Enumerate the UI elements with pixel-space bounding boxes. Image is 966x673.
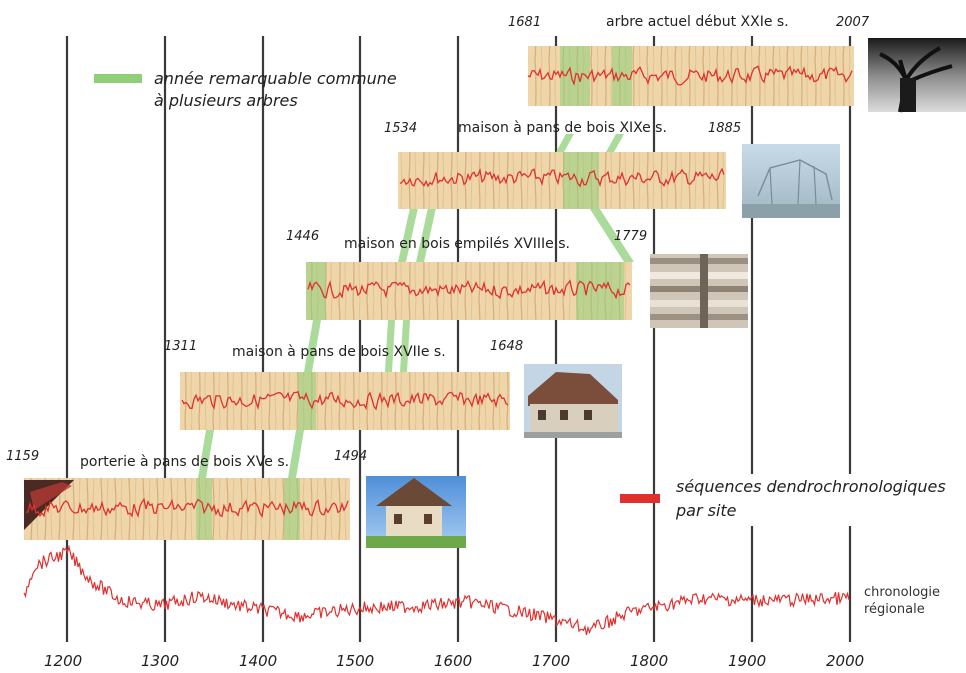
common-year-band (606, 134, 624, 152)
common-year-zone (298, 372, 316, 430)
start-year-1159: 1159 (6, 449, 39, 464)
photos (366, 38, 966, 548)
common-year-band (304, 320, 321, 372)
site-label-maison-xix: maison à pans de bois XIXe s. (458, 120, 667, 136)
maison-xvii-photo (524, 364, 622, 438)
porterie-photo (366, 476, 466, 548)
common-year-band (588, 206, 634, 262)
regional-label-line2: régionale (864, 602, 925, 617)
tick-1300: 1300 (141, 652, 179, 670)
common-year-zone (576, 262, 624, 320)
legend-common-year: année remarquable commune à plusieurs ar… (94, 69, 397, 110)
common-year-band (398, 208, 418, 262)
start-year-1534: 1534 (384, 121, 417, 136)
maison-xix-photo (742, 144, 840, 218)
tick-1700: 1700 (532, 652, 570, 670)
sequences (26, 65, 853, 519)
x-axis: 1200 1300 1400 1500 1600 1700 1800 1900 … (44, 652, 864, 670)
site-sequence-curve (26, 497, 349, 519)
regional-chronology-curve (23, 544, 850, 636)
site-sequence-curve (399, 167, 725, 188)
common-year-band (288, 430, 304, 478)
red-swatch (620, 494, 664, 503)
start-year-1681: 1681 (508, 15, 541, 30)
maison-empiles-photo (650, 254, 748, 328)
common-year-zone (306, 262, 326, 320)
start-year-1311: 1311 (164, 339, 197, 354)
wood-strip-1534 (398, 152, 726, 209)
site-sequence-curve (181, 390, 509, 411)
end-year-1779: 1779 (614, 229, 647, 244)
gridlines (65, 36, 852, 642)
tick-1600: 1600 (434, 652, 472, 670)
site-label-maison-xvii: maison à pans de bois XVIIe s. (232, 344, 446, 360)
legend-sequence-line1: séquences dendrochronologiques (676, 477, 946, 496)
site-sequence-curve (527, 65, 853, 86)
legend-sequence-line2: par site (675, 501, 737, 520)
wood-strip-1311 (180, 372, 510, 430)
wood-strip-1159 (24, 478, 350, 540)
tick-1800: 1800 (630, 652, 668, 670)
site-label-porterie: porterie à pans de bois XVe s. (80, 454, 289, 470)
common-year-zone (612, 46, 632, 106)
common-year-band (385, 320, 395, 372)
legend-common-year-line1: année remarquable commune (154, 69, 397, 88)
tick-1200: 1200 (44, 652, 82, 670)
site-labels: 1681 arbre actuel début XXIe s. 2007 153… (6, 14, 870, 470)
tick-2000: 2000 (826, 652, 864, 670)
common-year-bands (198, 134, 634, 478)
end-year-1885: 1885 (708, 121, 741, 136)
start-year-1446: 1446 (286, 229, 319, 244)
common-year-zone (196, 478, 212, 540)
tick-1400: 1400 (239, 652, 277, 670)
common-year-band (198, 430, 214, 478)
common-year-band (556, 134, 574, 152)
common-year-band (416, 208, 436, 262)
bark-edge-red (30, 482, 72, 510)
tick-1500: 1500 (336, 652, 374, 670)
legend-sequence: séquences dendrochronologiques par site (620, 474, 966, 526)
end-year-1648: 1648 (490, 339, 523, 354)
common-year-zones (196, 46, 632, 540)
tick-1900: 1900 (728, 652, 766, 670)
arbre-photo (868, 38, 966, 113)
end-year-2007: 2007 (836, 15, 870, 30)
site-label-arbre: arbre actuel début XXIe s. (606, 14, 789, 30)
site-label-maison-empiles: maison en bois empilés XVIIIe s. (344, 236, 570, 252)
site-sequence-curve (307, 279, 631, 300)
legend-common-year-line2: à plusieurs arbres (154, 91, 298, 110)
regional-chronology (23, 544, 850, 636)
regional-label-line1: chronologie (864, 585, 940, 600)
end-year-1494: 1494 (334, 449, 367, 464)
green-swatch (94, 74, 142, 83)
common-year-band (400, 320, 410, 372)
